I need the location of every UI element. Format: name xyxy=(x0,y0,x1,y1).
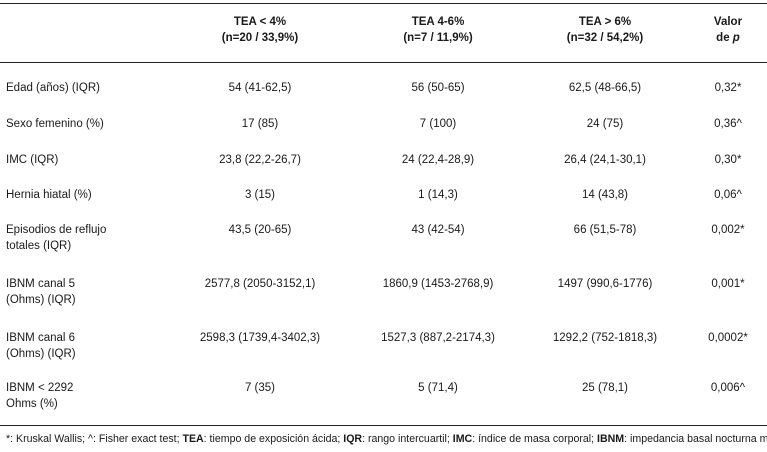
row-label: IBNM canal 5 (Ohms) (IQR) xyxy=(6,276,76,308)
cell-p-value: 0,006^ xyxy=(710,382,746,394)
footnote-text: : rango intercuartil; xyxy=(362,433,453,445)
cell-tea-gt6: 66 (51,5-78) xyxy=(573,224,637,236)
header-p-prefix: de xyxy=(716,32,733,44)
cell-tea-4-6: 1 (14,3) xyxy=(418,189,458,201)
header-tea-4-6: TEA 4-6% (n=7 / 11,9%) xyxy=(348,14,528,46)
cell-tea-4-6: 24 (22,4-28,9) xyxy=(401,154,475,166)
row-label-line2: (Ohms) (IQR) xyxy=(6,294,76,306)
header-tea-gt6: TEA > 6% (n=32 / 54,2%) xyxy=(515,14,695,46)
cell-tea-4-6: 1527,3 (887,2-2174,3) xyxy=(381,332,495,344)
top-rule xyxy=(0,3,767,4)
footnote-abbrev: TEA xyxy=(182,433,204,445)
row-label-line1: IBNM canal 5 xyxy=(6,278,76,290)
header-tea-4-6-title: TEA 4-6% xyxy=(411,16,465,28)
cell-p-value: 0,001* xyxy=(711,278,745,290)
header-p-value-line1: Valor xyxy=(713,16,743,28)
row-label-line1: Hernia hiatal (%) xyxy=(6,189,92,201)
row-label: IMC (IQR) xyxy=(6,152,58,168)
cell-p-value: 0,0002* xyxy=(708,332,748,344)
cell-tea-lt4: 54 (41-62,5) xyxy=(228,82,292,94)
cell-p-value: 0,002* xyxy=(711,224,745,236)
header-tea-lt4: TEA < 4% (n=20 / 33,9%) xyxy=(170,14,350,46)
footnote-abbrev: IBNM xyxy=(597,433,625,445)
cell-tea-4-6: 56 (50-65) xyxy=(411,82,465,94)
header-tea-gt6-n: (n=32 / 54,2%) xyxy=(566,32,644,44)
footnote-abbrev: IMC xyxy=(452,433,473,445)
cell-tea-lt4: 3 (15) xyxy=(244,189,276,201)
bottom-rule xyxy=(0,425,767,426)
cell-p-value: 0,36^ xyxy=(714,118,742,130)
table-footnote: *: Kruskal Wallis; ^: Fisher exact test;… xyxy=(6,432,767,446)
row-label: Edad (años) (IQR) xyxy=(6,80,100,96)
cell-tea-gt6: 1292,2 (752-1818,3) xyxy=(552,332,658,344)
row-label: Sexo femenino (%) xyxy=(6,116,104,132)
header-tea-lt4-title: TEA < 4% xyxy=(233,16,287,28)
cell-tea-4-6: 1860,9 (1453-2768,9) xyxy=(382,278,494,290)
cell-tea-gt6: 14 (43,8) xyxy=(581,189,629,201)
row-label: Episodios de reflujo totales (IQR) xyxy=(6,222,106,254)
row-label: IBNM < 2292 Ohms (%) xyxy=(6,380,73,412)
cell-tea-gt6: 25 (78,1) xyxy=(581,382,629,394)
cell-tea-lt4: 2598,3 (1739,4-3402,3) xyxy=(199,332,321,344)
row-label: IBNM canal 6 (Ohms) (IQR) xyxy=(6,330,76,362)
cell-p-value: 0,32* xyxy=(714,82,742,94)
header-p-italic: p xyxy=(732,32,740,44)
footnote-abbrev: IQR xyxy=(343,433,363,445)
row-label-line2: Ohms (%) xyxy=(6,398,58,410)
cell-tea-gt6: 62,5 (48-66,5) xyxy=(568,82,642,94)
cell-tea-4-6: 5 (71,4) xyxy=(418,382,458,394)
cell-tea-gt6: 26,4 (24,1-30,1) xyxy=(564,154,646,166)
cell-tea-gt6: 1497 (990,6-1776) xyxy=(557,278,653,290)
cell-tea-lt4: 23,8 (22,2-26,7) xyxy=(219,154,301,166)
cell-p-value: 0,30* xyxy=(714,154,742,166)
footnote-text: *: Kruskal Wallis; ^: Fisher exact test; xyxy=(6,433,183,445)
header-tea-4-6-n: (n=7 / 11,9%) xyxy=(403,32,473,44)
footnote-text: : índice de masa corporal; xyxy=(472,433,598,445)
row-label-line1: IMC (IQR) xyxy=(6,154,59,166)
row-label-line1: IBNM canal 6 xyxy=(6,332,76,344)
cell-tea-lt4: 7 (35) xyxy=(244,382,276,394)
header-rule xyxy=(0,62,767,63)
cell-tea-gt6: 24 (75) xyxy=(586,118,624,130)
row-label-line1: Edad (años) (IQR) xyxy=(6,82,100,94)
cell-tea-lt4: 17 (85) xyxy=(241,118,279,130)
row-label-line1: IBNM < 2292 xyxy=(6,382,74,394)
row-label-line1: Episodios de reflujo xyxy=(6,224,107,236)
row-label-line1: Sexo femenino (%) xyxy=(6,118,104,130)
cell-tea-4-6: 7 (100) xyxy=(419,118,457,130)
header-p-value: Valor de p xyxy=(690,14,766,46)
cell-tea-lt4: 43,5 (20-65) xyxy=(228,224,292,236)
cell-p-value: 0,06^ xyxy=(714,189,742,201)
cell-tea-lt4: 2577,8 (2050-3152,1) xyxy=(204,278,316,290)
cell-tea-4-6: 43 (42-54) xyxy=(411,224,465,236)
header-tea-gt6-title: TEA > 6% xyxy=(578,16,632,28)
header-tea-lt4-n: (n=20 / 33,9%) xyxy=(221,32,299,44)
footnote-text: : impedancia basal nocturna media. xyxy=(624,433,767,445)
footnote-text: : tiempo de exposición ácida; xyxy=(203,433,344,445)
row-label-line2: (Ohms) (IQR) xyxy=(6,348,76,360)
row-label-line2: totales (IQR) xyxy=(6,240,72,252)
header-p-value-line2: de p xyxy=(690,30,766,46)
row-label: Hernia hiatal (%) xyxy=(6,187,92,203)
